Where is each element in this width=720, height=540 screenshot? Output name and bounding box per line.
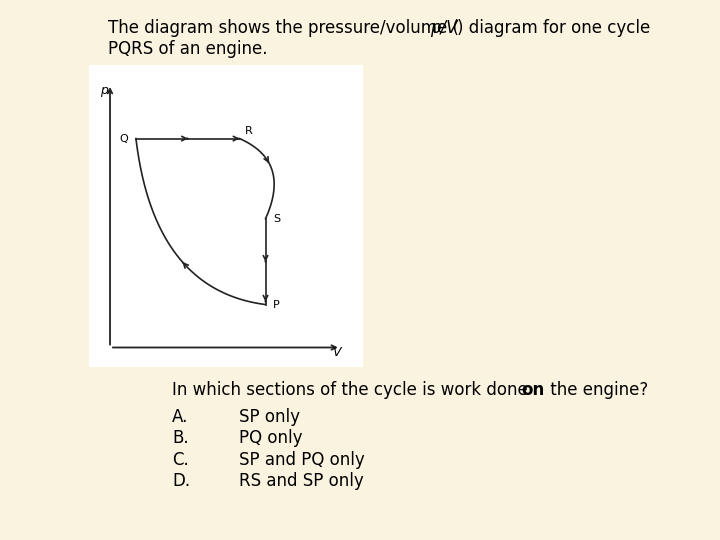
- Text: PQRS of an engine.: PQRS of an engine.: [108, 40, 268, 58]
- Text: S: S: [274, 214, 280, 224]
- Text: RS and SP only: RS and SP only: [239, 472, 364, 490]
- Text: C.: C.: [172, 451, 189, 469]
- Text: D.: D.: [172, 472, 190, 490]
- Text: p: p: [99, 84, 107, 97]
- Text: The diagram shows the pressure/volume (: The diagram shows the pressure/volume (: [108, 19, 459, 37]
- Text: p/V: p/V: [430, 19, 458, 37]
- Text: P: P: [274, 300, 280, 309]
- Text: the engine?: the engine?: [545, 381, 648, 399]
- Text: In which sections of the cycle is work done: In which sections of the cycle is work d…: [172, 381, 533, 399]
- Text: V: V: [332, 346, 341, 359]
- Text: SP and PQ only: SP and PQ only: [239, 451, 364, 469]
- Text: PQ only: PQ only: [239, 429, 302, 447]
- Text: SP only: SP only: [239, 408, 300, 426]
- Text: B.: B.: [172, 429, 189, 447]
- Text: ) diagram for one cycle: ) diagram for one cycle: [456, 19, 650, 37]
- Text: on: on: [521, 381, 544, 399]
- Text: Q: Q: [120, 133, 128, 144]
- FancyBboxPatch shape: [89, 65, 363, 367]
- Text: A.: A.: [172, 408, 189, 426]
- Text: R: R: [245, 126, 253, 136]
